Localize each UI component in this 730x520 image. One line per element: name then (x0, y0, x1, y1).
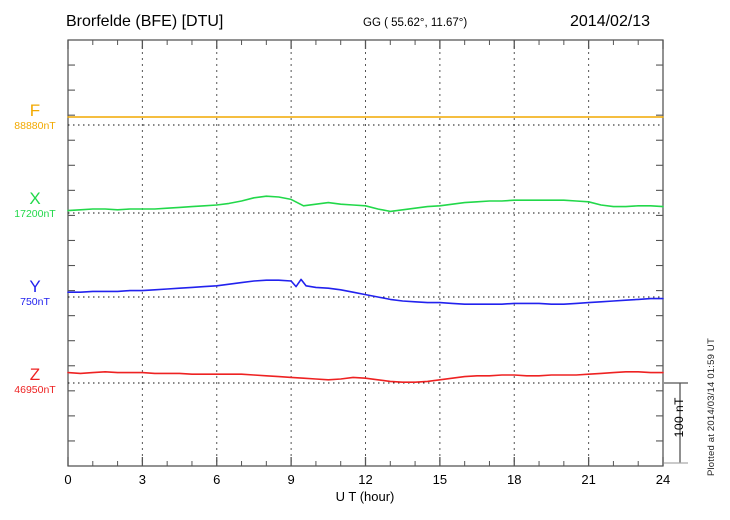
x-tick-label: 15 (433, 472, 447, 487)
page-title: Brorfelde (BFE) [DTU] (66, 13, 224, 30)
x-tick-label: 3 (139, 472, 146, 487)
x-tick-label: 24 (656, 472, 670, 487)
trace-label-x-baseline: 17200nT (14, 207, 56, 220)
observation-date: 2014/02/13 (570, 13, 651, 30)
trace-label-f-name: F (29, 101, 41, 120)
x-axis-title: U T (hour) (335, 489, 395, 504)
trace-label-z: Z 46950nT (6, 366, 64, 396)
trace-label-x-name: X (29, 189, 41, 208)
x-tick-label: 6 (213, 472, 220, 487)
plotted-timestamp: Plotted at 2014/03/14 01:59 UT (706, 338, 717, 477)
trace-z (67, 371, 664, 383)
x-tick-label: 21 (581, 472, 595, 487)
x-tick-label: 9 (288, 472, 295, 487)
trace-label-y-name: Y (29, 277, 41, 296)
trace-label-f: F 88880nT (6, 102, 64, 132)
trace-label-z-name: Z (29, 365, 41, 384)
trace-label-x: X 17200nT (6, 190, 64, 220)
scale-bar-label: 100 nT (672, 397, 686, 438)
x-tick-label: 0 (64, 472, 71, 487)
trace-x (67, 195, 664, 213)
trace-y (67, 278, 664, 305)
trace-label-y: Y 750nT (6, 278, 64, 308)
trace-label-z-baseline: 46950nT (14, 383, 56, 396)
trace-label-y-baseline: 750nT (20, 295, 50, 308)
trace-label-f-baseline: 88880nT (14, 119, 56, 132)
x-tick-label: 12 (358, 472, 372, 487)
x-tick-label: 18 (507, 472, 521, 487)
geographic-coordinates: GG ( 55.62°, 11.67°) (363, 17, 468, 29)
